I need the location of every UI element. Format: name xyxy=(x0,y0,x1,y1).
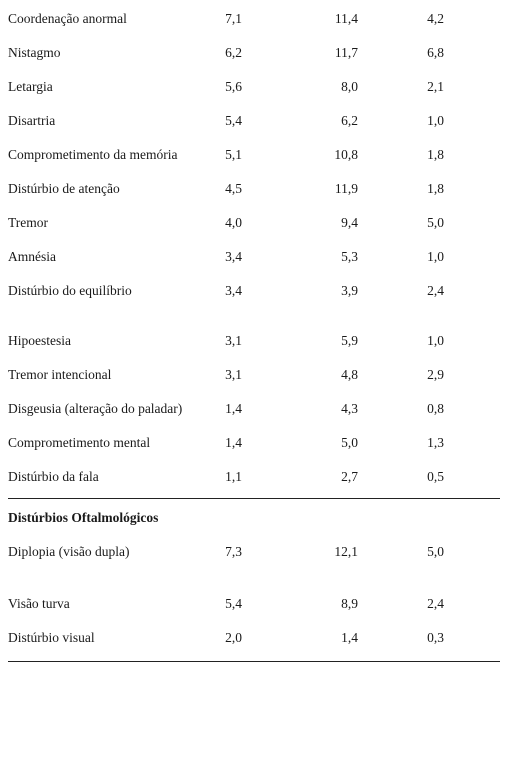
table-row: Disgeusia (alteração do paladar) 1,4 4,3… xyxy=(8,392,500,426)
value-col-2: 3,9 xyxy=(341,283,358,298)
value-col-2: 5,0 xyxy=(341,435,358,450)
table-row: Coordenação anormal 7,1 11,4 4,2 xyxy=(8,0,500,36)
value-col-3: 1,0 xyxy=(427,333,444,348)
value-col-2: 9,4 xyxy=(341,215,358,230)
symptom-label: Comprometimento da memória xyxy=(8,147,178,162)
value-col-3: 1,3 xyxy=(427,435,444,450)
value-col-1: 3,1 xyxy=(225,367,242,382)
value-col-1: 7,1 xyxy=(225,11,242,26)
table-body: Coordenação anormal 7,1 11,4 4,2 Nistagm… xyxy=(8,0,500,662)
value-col-1: 4,0 xyxy=(225,215,242,230)
symptom-label: Hipoestesia xyxy=(8,333,71,348)
table-row: Tremor intencional 3,1 4,8 2,9 xyxy=(8,358,500,392)
table-row: Nistagmo 6,2 11,7 6,8 xyxy=(8,36,500,70)
value-col-1: 4,5 xyxy=(225,181,242,196)
value-col-3: 5,0 xyxy=(427,544,444,559)
symptom-label: Diplopia (visão dupla) xyxy=(8,544,130,559)
value-col-2: 4,8 xyxy=(341,367,358,382)
value-col-2: 11,7 xyxy=(334,45,358,60)
value-col-1: 3,1 xyxy=(225,333,242,348)
value-col-3: 0,5 xyxy=(427,469,444,484)
table-row: Comprometimento mental 1,4 5,0 1,3 xyxy=(8,426,500,460)
symptom-label: Tremor intencional xyxy=(8,367,112,382)
value-col-2: 5,3 xyxy=(341,249,358,264)
symptom-label: Distúrbio visual xyxy=(8,621,196,662)
value-col-2: 11,4 xyxy=(334,11,358,26)
value-col-1: 3,4 xyxy=(225,249,242,264)
value-col-3: 1,0 xyxy=(427,113,444,128)
symptom-label: Visão turva xyxy=(8,596,70,611)
value-col-1: 1,4 xyxy=(225,435,242,450)
value-col-2: 12,1 xyxy=(334,544,358,559)
value-col-2: 5,9 xyxy=(341,333,358,348)
value-col-1: 5,4 xyxy=(225,113,242,128)
value-col-1: 1,1 xyxy=(225,469,242,484)
value-col-2: 11,9 xyxy=(334,181,358,196)
value-col-3: 2,4 xyxy=(427,596,444,611)
value-col-2: 4,3 xyxy=(341,401,358,416)
adverse-events-table: Coordenação anormal 7,1 11,4 4,2 Nistagm… xyxy=(8,0,500,662)
section-title: Distúrbios Oftalmológicos xyxy=(8,498,500,535)
value-col-2: 8,0 xyxy=(341,79,358,94)
value-col-3: 1,8 xyxy=(427,181,444,196)
value-col-2: 2,7 xyxy=(341,469,358,484)
symptom-label: Disgeusia (alteração do paladar) xyxy=(8,401,183,416)
value-col-1: 7,3 xyxy=(225,544,242,559)
value-col-3: 0,3 xyxy=(372,621,500,662)
symptom-label: Coordenação anormal xyxy=(8,11,127,26)
table-row: Tremor 4,0 9,4 5,0 xyxy=(8,206,500,240)
table-row: Amnésia 3,4 5,3 1,0 xyxy=(8,240,500,274)
table-row: Distúrbio da fala 1,1 2,7 0,5 xyxy=(8,460,500,499)
symptom-label: Nistagmo xyxy=(8,45,61,60)
table-row: Disartria 5,4 6,2 1,0 xyxy=(8,104,500,138)
value-col-3: 2,4 xyxy=(427,283,444,298)
symptom-label: Distúrbio da fala xyxy=(8,469,99,484)
value-col-2: 6,2 xyxy=(341,113,358,128)
value-col-2: 1,4 xyxy=(280,621,372,662)
symptom-label: Tremor xyxy=(8,215,49,230)
symptom-label: Amnésia xyxy=(8,249,56,264)
value-col-1: 5,4 xyxy=(225,596,242,611)
table-row: Distúrbio do equilíbrio 3,4 3,9 2,4 xyxy=(8,274,500,324)
value-col-3: 2,9 xyxy=(427,367,444,382)
table-row: Diplopia (visão dupla) 7,3 12,1 5,0 xyxy=(8,535,500,587)
table-row: Letargia 5,6 8,0 2,1 xyxy=(8,70,500,104)
value-col-3: 6,8 xyxy=(427,45,444,60)
table-row: Distúrbio de atenção 4,5 11,9 1,8 xyxy=(8,172,500,206)
value-col-3: 5,0 xyxy=(427,215,444,230)
table-row: Distúrbio visual 2,0 1,4 0,3 xyxy=(8,621,500,662)
value-col-3: 4,2 xyxy=(427,11,444,26)
symptom-label: Distúrbio de atenção xyxy=(8,181,120,196)
value-col-1: 3,4 xyxy=(225,283,242,298)
symptom-label: Distúrbio do equilíbrio xyxy=(8,283,132,298)
table-row: Visão turva 5,4 8,9 2,4 xyxy=(8,587,500,621)
symptom-label: Disartria xyxy=(8,113,56,128)
table-row: Hipoestesia 3,1 5,9 1,0 xyxy=(8,324,500,358)
symptom-label: Letargia xyxy=(8,79,53,94)
value-col-1: 2,0 xyxy=(196,621,280,662)
value-col-1: 1,4 xyxy=(225,401,242,416)
section-header-row: Distúrbios Oftalmológicos xyxy=(8,498,500,535)
symptom-label: Comprometimento mental xyxy=(8,435,151,450)
value-col-1: 5,6 xyxy=(225,79,242,94)
value-col-1: 6,2 xyxy=(225,45,242,60)
value-col-1: 5,1 xyxy=(225,147,242,162)
value-col-3: 2,1 xyxy=(427,79,444,94)
value-col-2: 8,9 xyxy=(341,596,358,611)
value-col-3: 1,0 xyxy=(427,249,444,264)
value-col-2: 10,8 xyxy=(334,147,358,162)
table-row: Comprometimento da memória 5,1 10,8 1,8 xyxy=(8,138,500,172)
value-col-3: 0,8 xyxy=(427,401,444,416)
value-col-3: 1,8 xyxy=(427,147,444,162)
